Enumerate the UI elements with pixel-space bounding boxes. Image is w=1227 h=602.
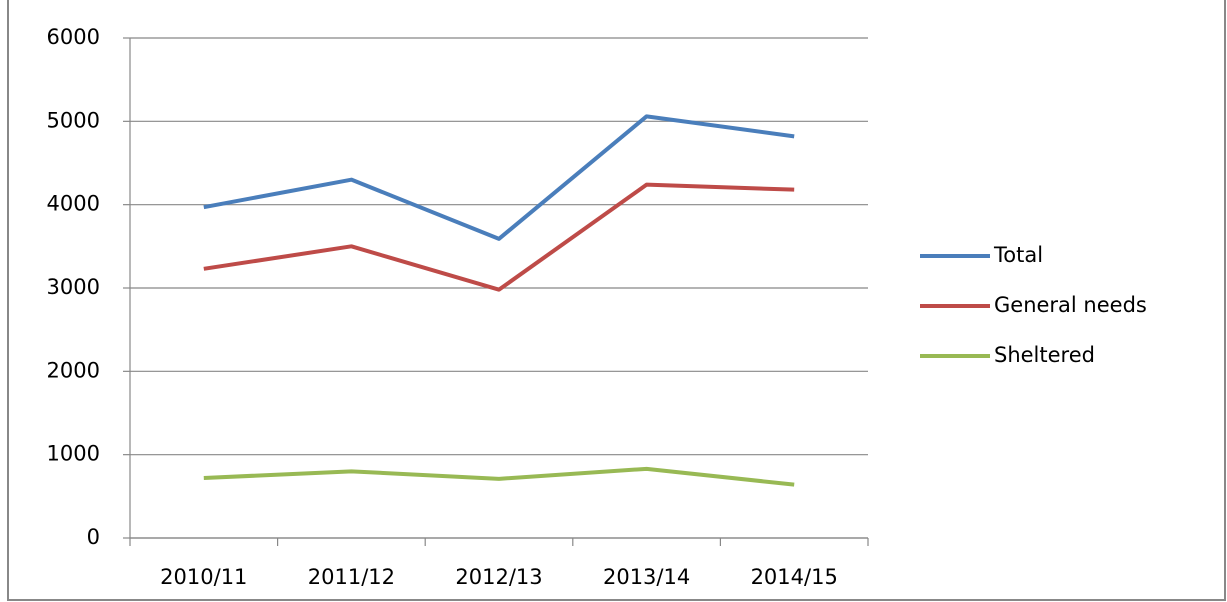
y-tick-label: 0: [87, 525, 100, 549]
y-tick-label: 5000: [47, 108, 100, 132]
series-line: [203, 182, 795, 292]
y-tick-label: 3000: [47, 275, 100, 299]
x-tick-label: 2014/15: [751, 565, 838, 589]
x-tick-label: 2011/12: [308, 565, 395, 589]
y-tick-label: 4000: [47, 192, 100, 216]
legend-label: Total: [993, 243, 1043, 267]
x-tick-label: 2012/13: [455, 565, 542, 589]
legend-label: Sheltered: [994, 343, 1095, 367]
y-tick-label: 6000: [47, 25, 100, 49]
y-tick-label: 2000: [47, 358, 100, 382]
chart-border: [7, 0, 1226, 601]
y-tick-label: 1000: [47, 442, 100, 466]
series-line: [203, 466, 795, 487]
series-line: [203, 114, 795, 241]
x-tick-label: 2013/14: [603, 565, 690, 589]
legend-label: General needs: [994, 293, 1147, 317]
x-tick-label: 2010/11: [160, 565, 247, 589]
